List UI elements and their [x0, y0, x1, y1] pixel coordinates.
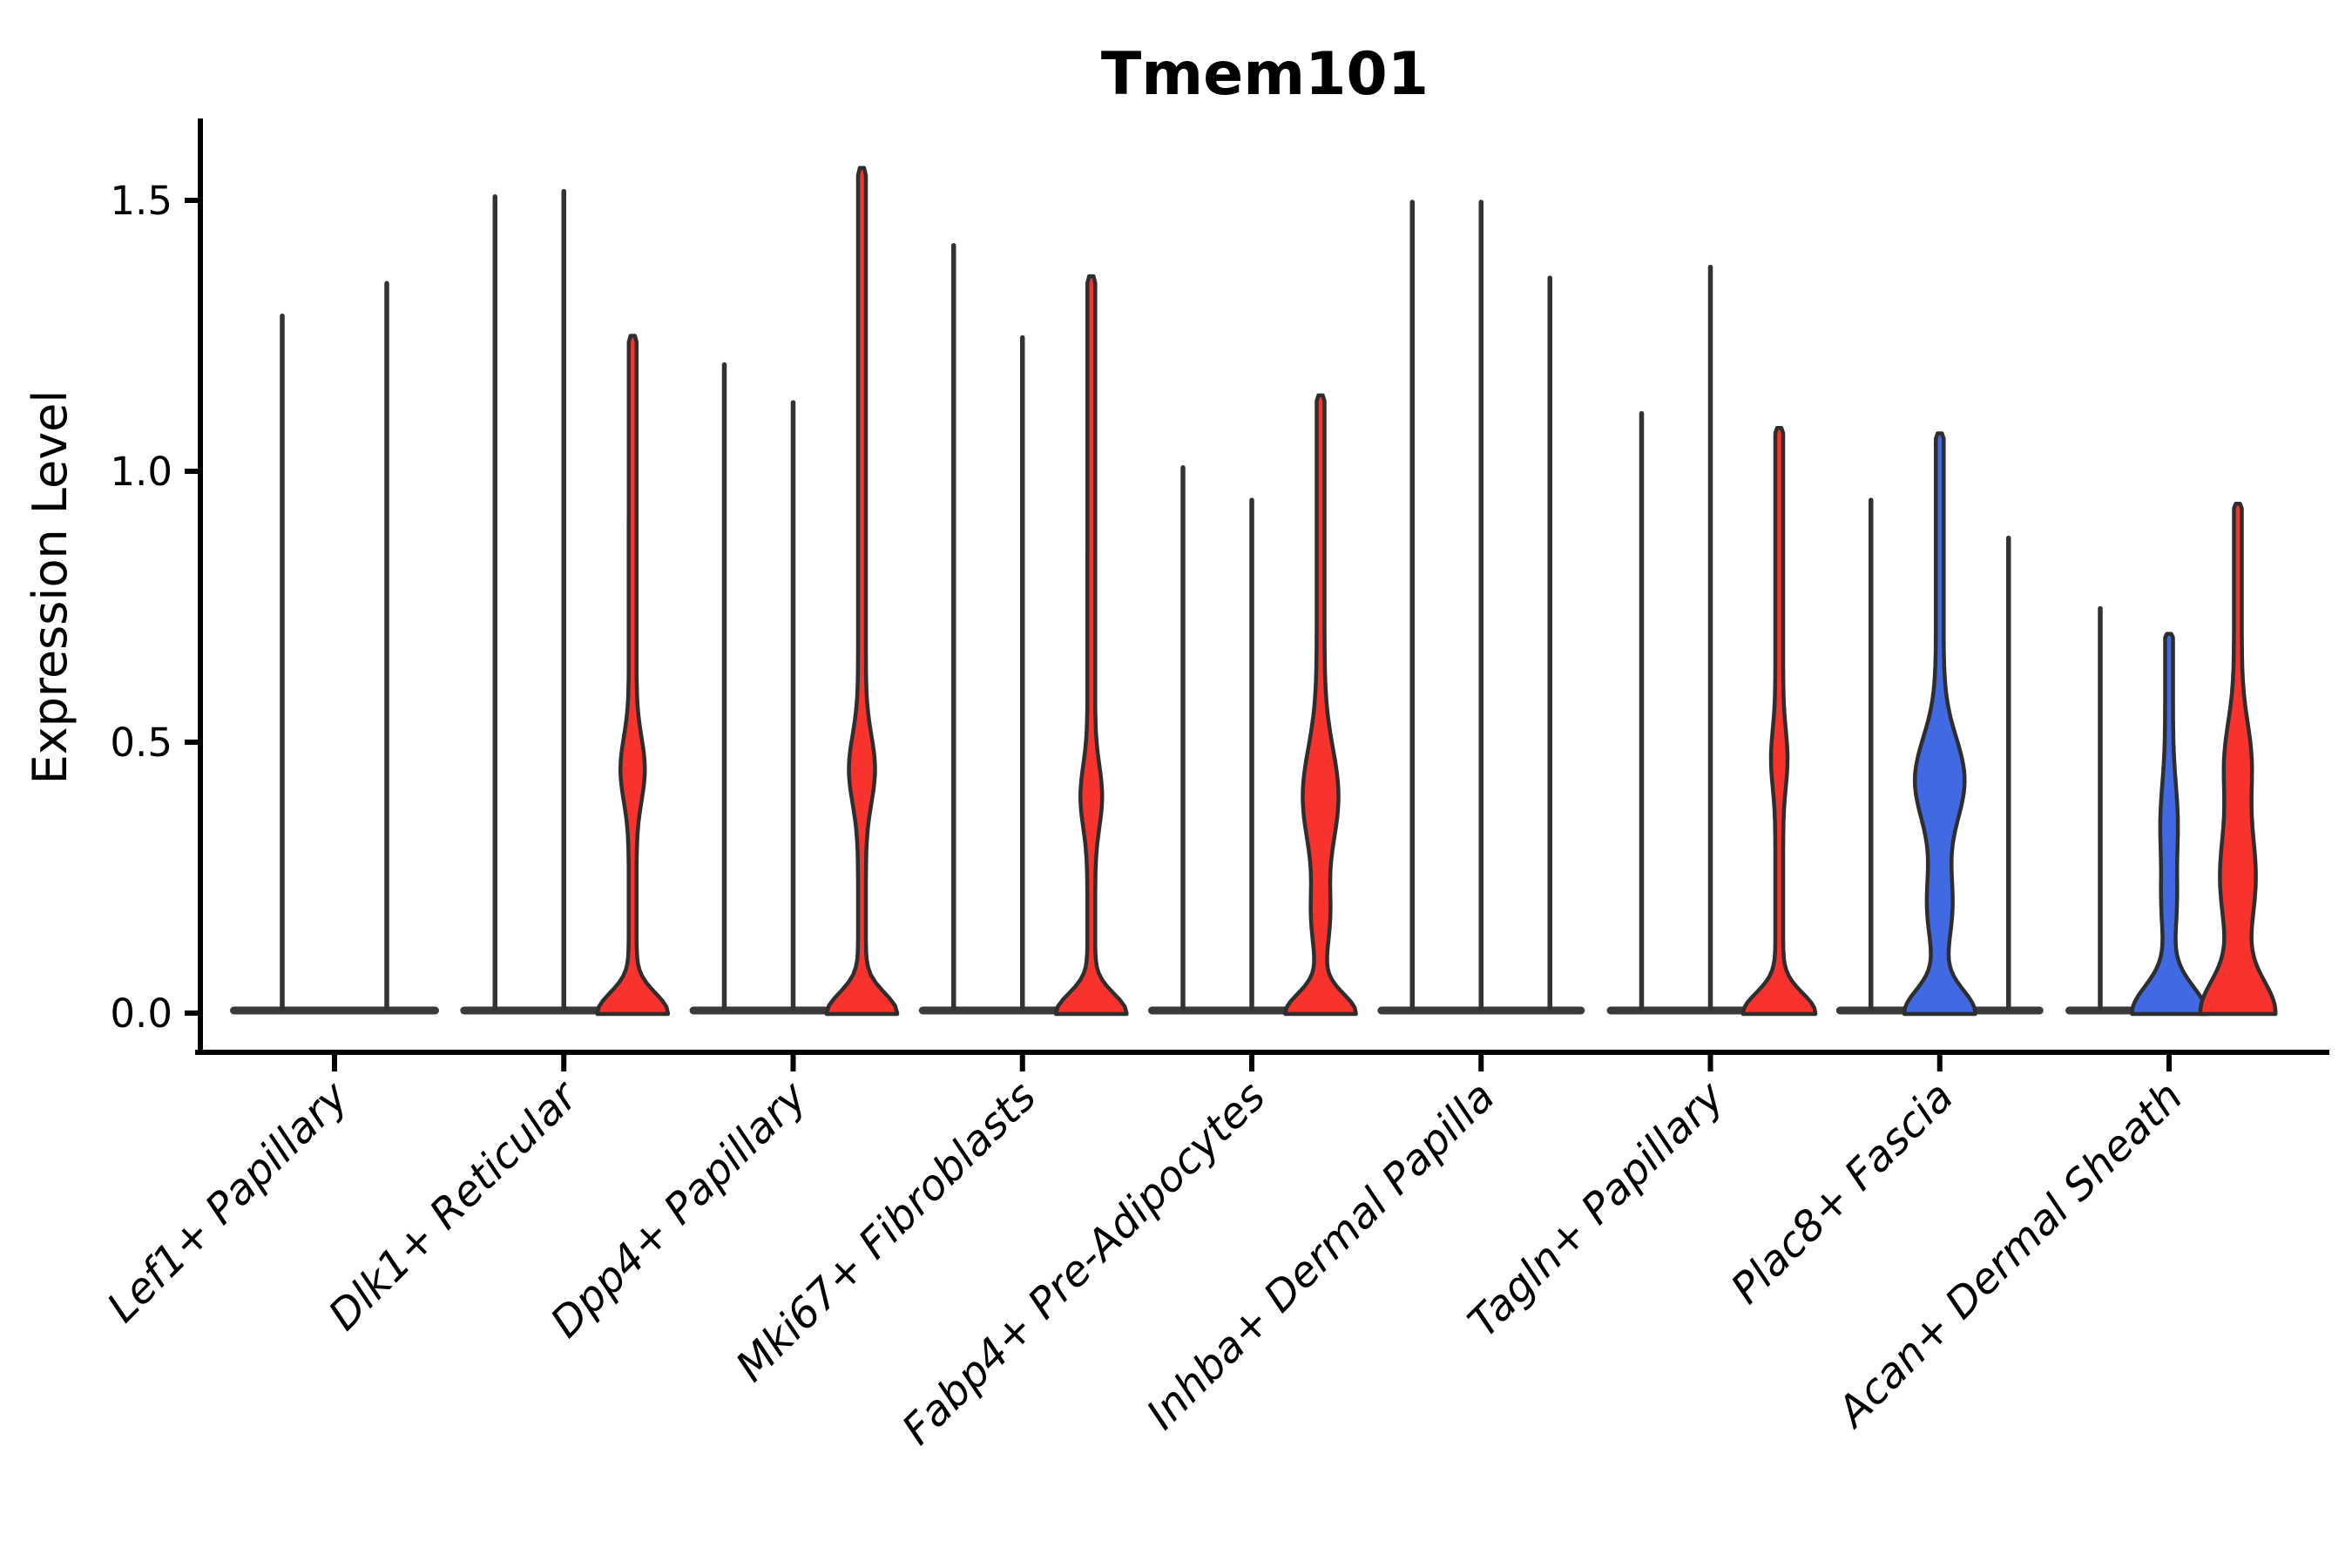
violin-red — [595, 334, 671, 1017]
violin-red — [824, 166, 900, 1017]
y-tick-label: 1.0 — [110, 449, 172, 495]
x-tick-label: Dpp4+ Papillary — [541, 1071, 816, 1347]
x-tick-label: Dlk1+ Reticular — [320, 1071, 590, 1341]
chart-title: Tmem101 — [1101, 40, 1429, 109]
x-tick-label: Fabp4+ Pre-Adipocytes — [893, 1072, 1275, 1455]
violin-red — [2198, 502, 2278, 1017]
x-tick-label: Plac8+ Fascia — [1722, 1072, 1963, 1314]
y-tick-label: 0.0 — [110, 990, 172, 1037]
violin-base-strip — [230, 1006, 439, 1015]
y-tick-label: 0.5 — [110, 720, 172, 766]
violin-blue — [2130, 632, 2208, 1017]
x-tick-label: Tagln+ Papillary — [1459, 1071, 1734, 1347]
y-axis-label: Expression Level — [23, 390, 78, 785]
violin-red — [1283, 393, 1358, 1017]
violin-blue — [1902, 431, 1977, 1017]
violin-red — [1740, 425, 1818, 1017]
x-tick-label: Lef1+ Papillary — [98, 1071, 358, 1332]
violin-red — [1053, 274, 1129, 1017]
y-tick-label: 1.5 — [110, 178, 172, 224]
